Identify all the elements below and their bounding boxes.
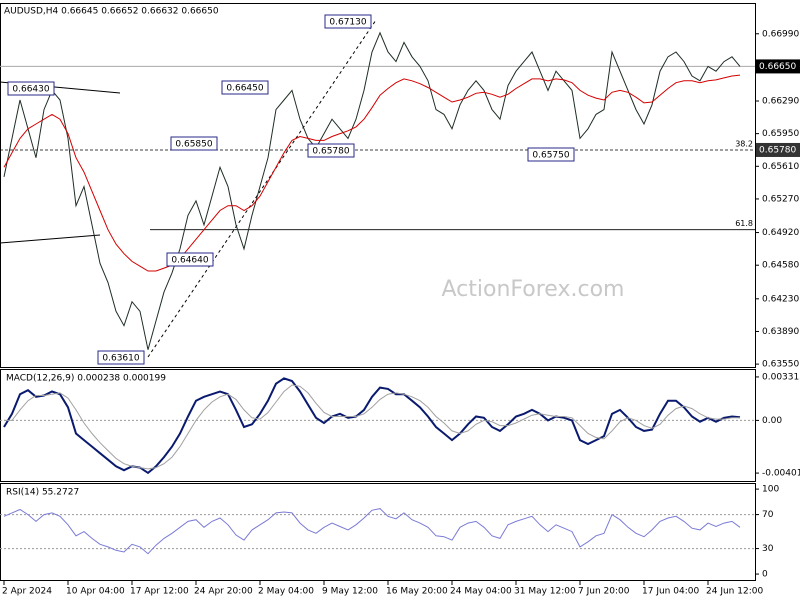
y-tick-label: 0.65270	[762, 194, 799, 204]
annotation: 0.65750	[532, 151, 569, 161]
price-label-box	[756, 142, 800, 157]
price-label: 0.65780	[759, 145, 796, 155]
x-tick-label: 9 May 12:00	[322, 587, 378, 597]
macd-panel	[0, 369, 756, 482]
annotation: 0.66450	[226, 84, 263, 94]
x-tick-label: 10 Apr 04:00	[66, 587, 125, 597]
series-line	[3, 377, 741, 475]
y-tick-label: 0.63550	[762, 360, 799, 370]
rsi-panel	[0, 483, 756, 581]
annotation-box	[324, 14, 372, 29]
y-tick-label: 0.65950	[762, 129, 799, 139]
y-tick-label: 70	[762, 510, 774, 520]
y-tick-label: -0.004016	[762, 469, 800, 479]
x-tick-label: 24 Jun 12:00	[706, 587, 763, 597]
series-line	[3, 31, 741, 350]
annotation-box	[97, 350, 145, 365]
annotation: 0.65780	[312, 147, 349, 157]
annotation-box	[527, 147, 575, 162]
series-line	[3, 74, 741, 272]
price-label: 0.66650	[759, 62, 796, 72]
watermark: ActionForex.com	[442, 277, 625, 302]
annotation-box	[7, 81, 55, 96]
y-tick-label: 0.64920	[762, 228, 799, 238]
y-tick-label: 100	[762, 485, 779, 495]
y-tick-label: 0.65610	[762, 162, 799, 172]
x-tick-label: 17 Apr 12:00	[130, 587, 189, 597]
x-tick-label: 16 May 20:00	[386, 587, 448, 597]
price-label-box	[756, 59, 800, 74]
chart-title: AUDUSD,H4 0.66645 0.66652 0.66632 0.6665…	[4, 7, 219, 17]
annotation-box	[170, 136, 218, 151]
y-tick-label: 0.66290	[762, 96, 799, 106]
x-tick-label: 2 Apr 2024	[2, 587, 52, 597]
rsi-title: RSI(14) 55.2727	[6, 488, 79, 498]
fib-label: 38.2	[735, 139, 753, 148]
annotation-box	[307, 143, 355, 158]
y-tick-label: 0	[762, 570, 768, 580]
annotation: 0.63610	[102, 354, 139, 364]
y-tick-label: 0.00	[762, 416, 782, 426]
y-tick-label: 0.63890	[762, 327, 799, 337]
annotation: 0.65850	[175, 140, 212, 150]
y-tick-label: 0.003313	[762, 372, 800, 382]
x-tick-label: 7 Jun 20:00	[578, 587, 630, 597]
price-panel	[0, 3, 756, 368]
y-tick-label: 0.64580	[762, 261, 799, 271]
x-tick-label: 2 May 04:00	[258, 587, 314, 597]
x-tick-label: 24 May 04:00	[450, 587, 512, 597]
annotation-box	[166, 252, 214, 267]
annotation: 0.64640	[171, 256, 208, 266]
y-tick-label: 30	[762, 544, 774, 554]
x-tick-label: 31 May 12:00	[514, 587, 576, 597]
macd-title: MACD(12,26,9) 0.000238 0.000199	[6, 374, 166, 384]
annotation-box	[221, 80, 269, 95]
series-line	[4, 384, 740, 470]
trend-line	[0, 234, 101, 244]
y-tick-label: 0.66990	[762, 29, 799, 39]
y-tick-label: 0.64230	[762, 294, 799, 304]
fib-label: 61.8	[735, 219, 753, 228]
annotation: 0.67130	[329, 18, 366, 28]
x-tick-label: 24 Apr 20:00	[194, 587, 253, 597]
trend-line	[147, 19, 377, 358]
series-line	[3, 508, 741, 555]
x-tick-label: 17 Jun 04:00	[642, 587, 699, 597]
annotation: 0.66430	[12, 85, 49, 95]
